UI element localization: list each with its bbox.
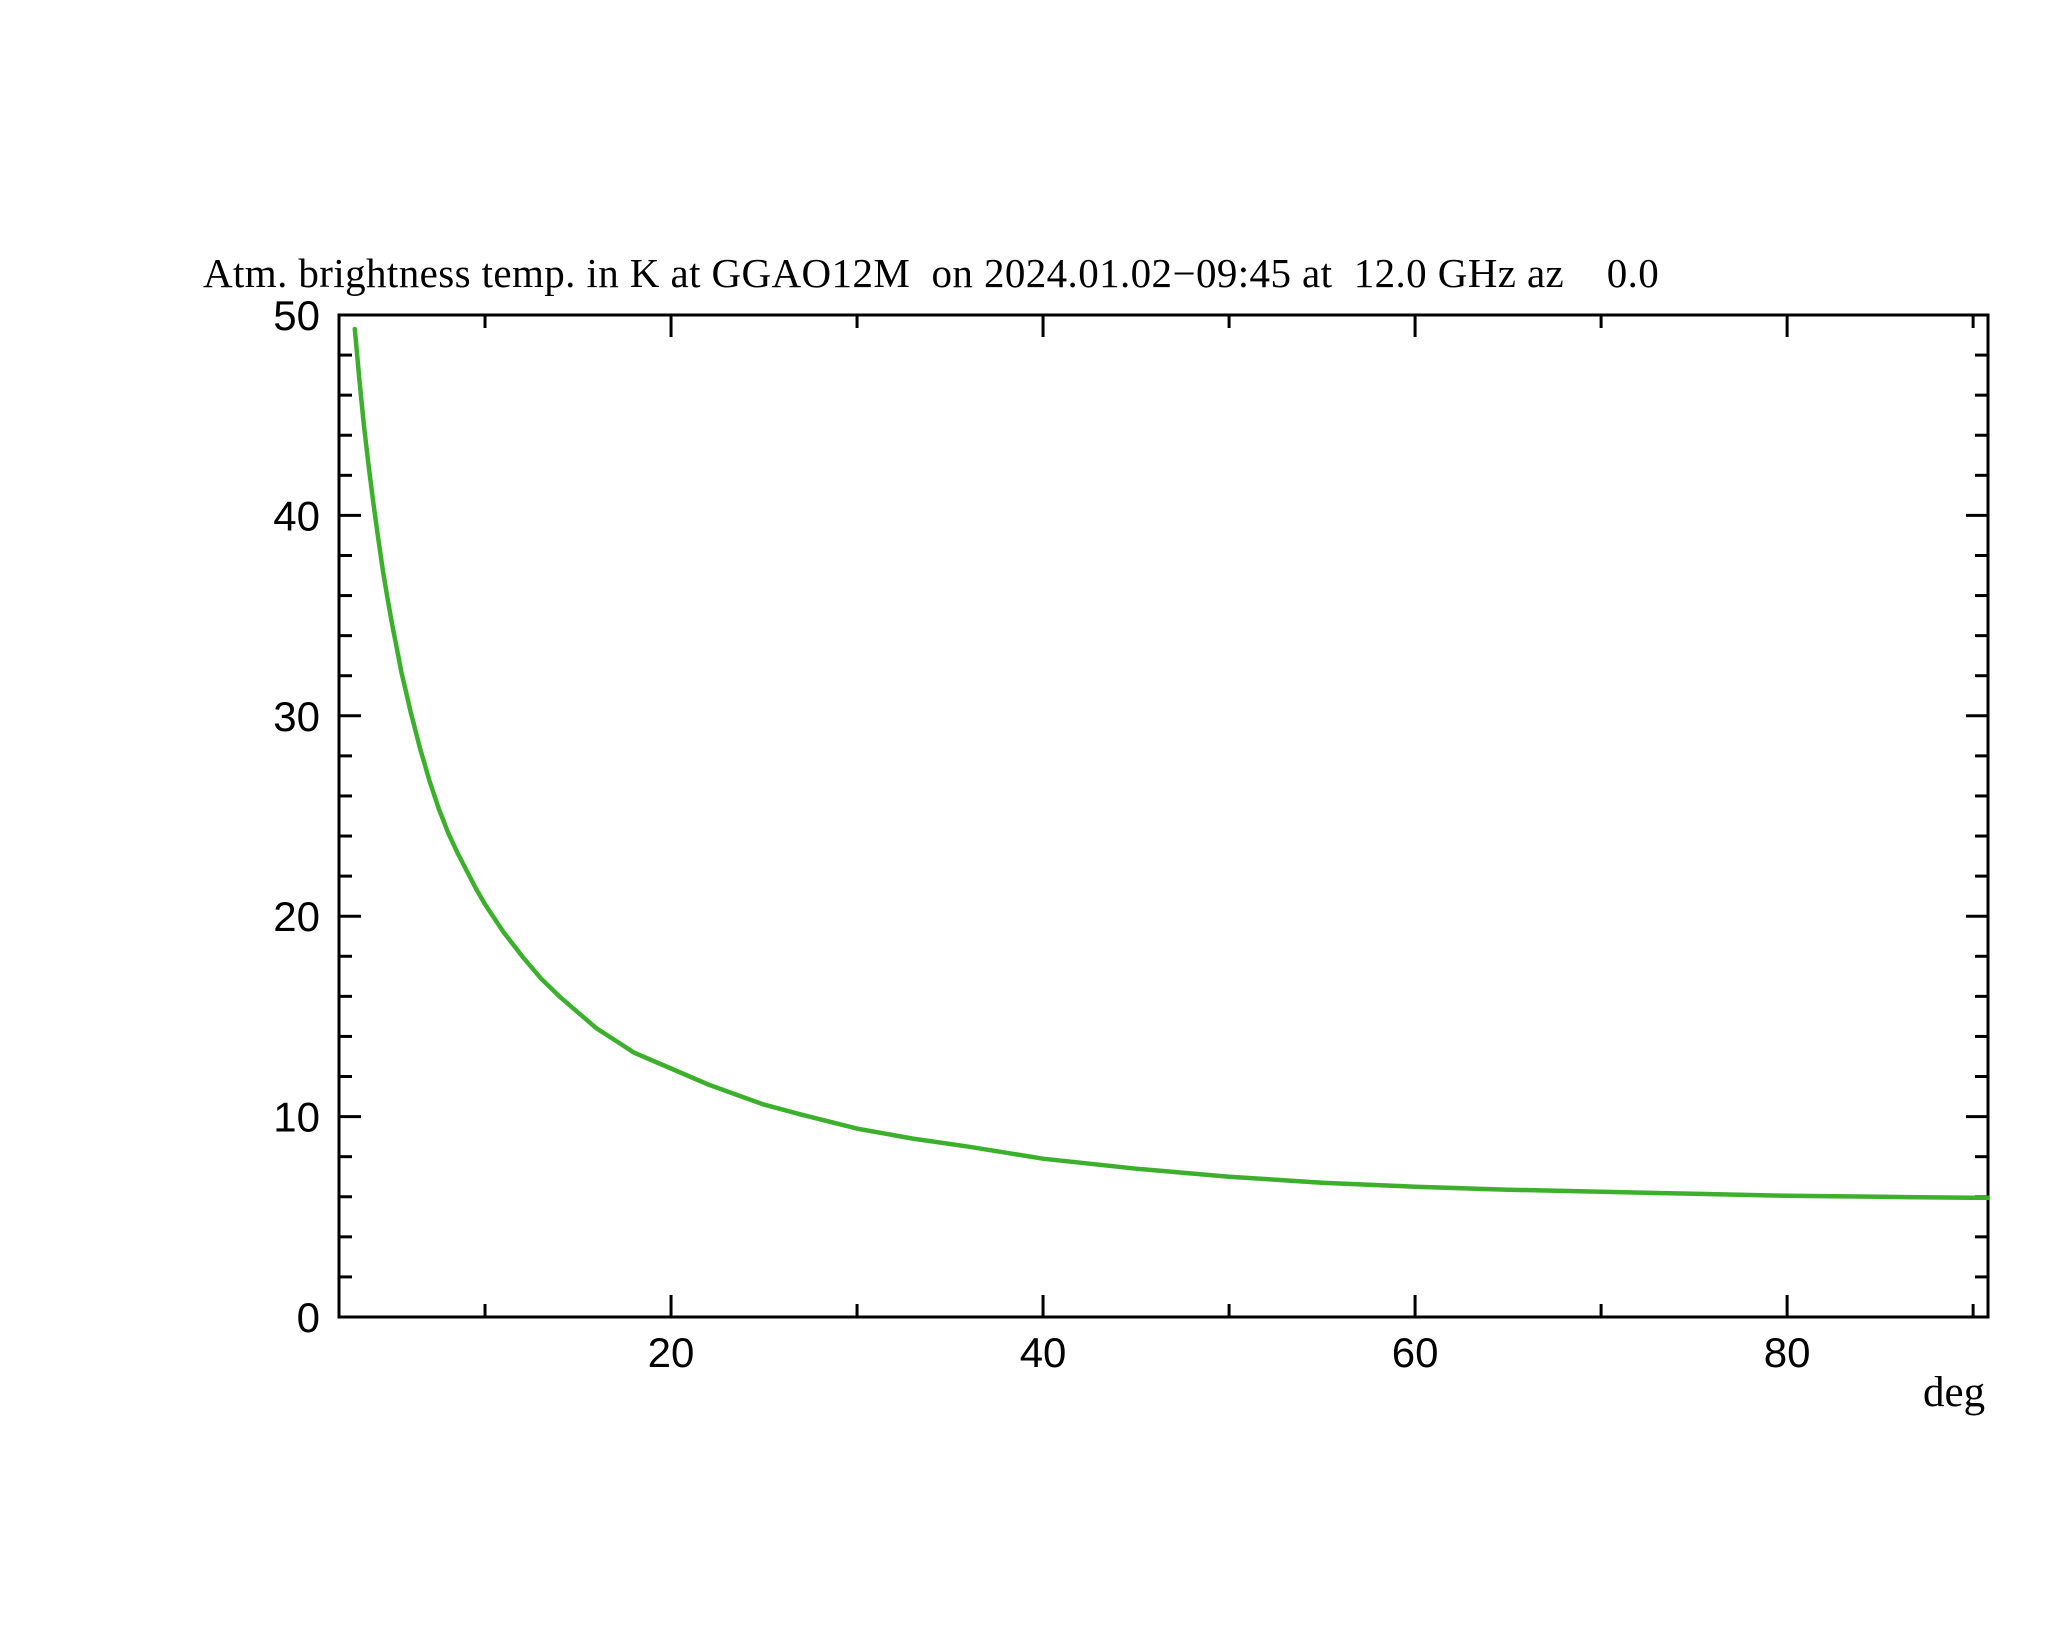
y-axis-tick-label: 40 bbox=[273, 492, 320, 539]
x-axis-tick-label: 20 bbox=[648, 1329, 695, 1376]
y-axis-tick-label: 30 bbox=[273, 693, 320, 740]
chart-title: Atm. brightness temp. in K at GGAO12M on… bbox=[203, 250, 1660, 296]
y-axis-tick-label: 50 bbox=[273, 292, 320, 339]
y-axis-tick-label: 10 bbox=[273, 1094, 320, 1141]
x-axis-unit-label: deg bbox=[1923, 1369, 1986, 1416]
x-axis-tick-label: 60 bbox=[1392, 1329, 1439, 1376]
x-axis-tick-label: 80 bbox=[1764, 1329, 1811, 1376]
data-curve bbox=[352, 326, 1991, 1201]
y-axis-tick-label: 0 bbox=[297, 1294, 320, 1341]
y-axis-tick-label: 20 bbox=[273, 893, 320, 940]
x-axis-tick-label: 40 bbox=[1020, 1329, 1067, 1376]
plot-frame bbox=[337, 313, 1990, 1319]
